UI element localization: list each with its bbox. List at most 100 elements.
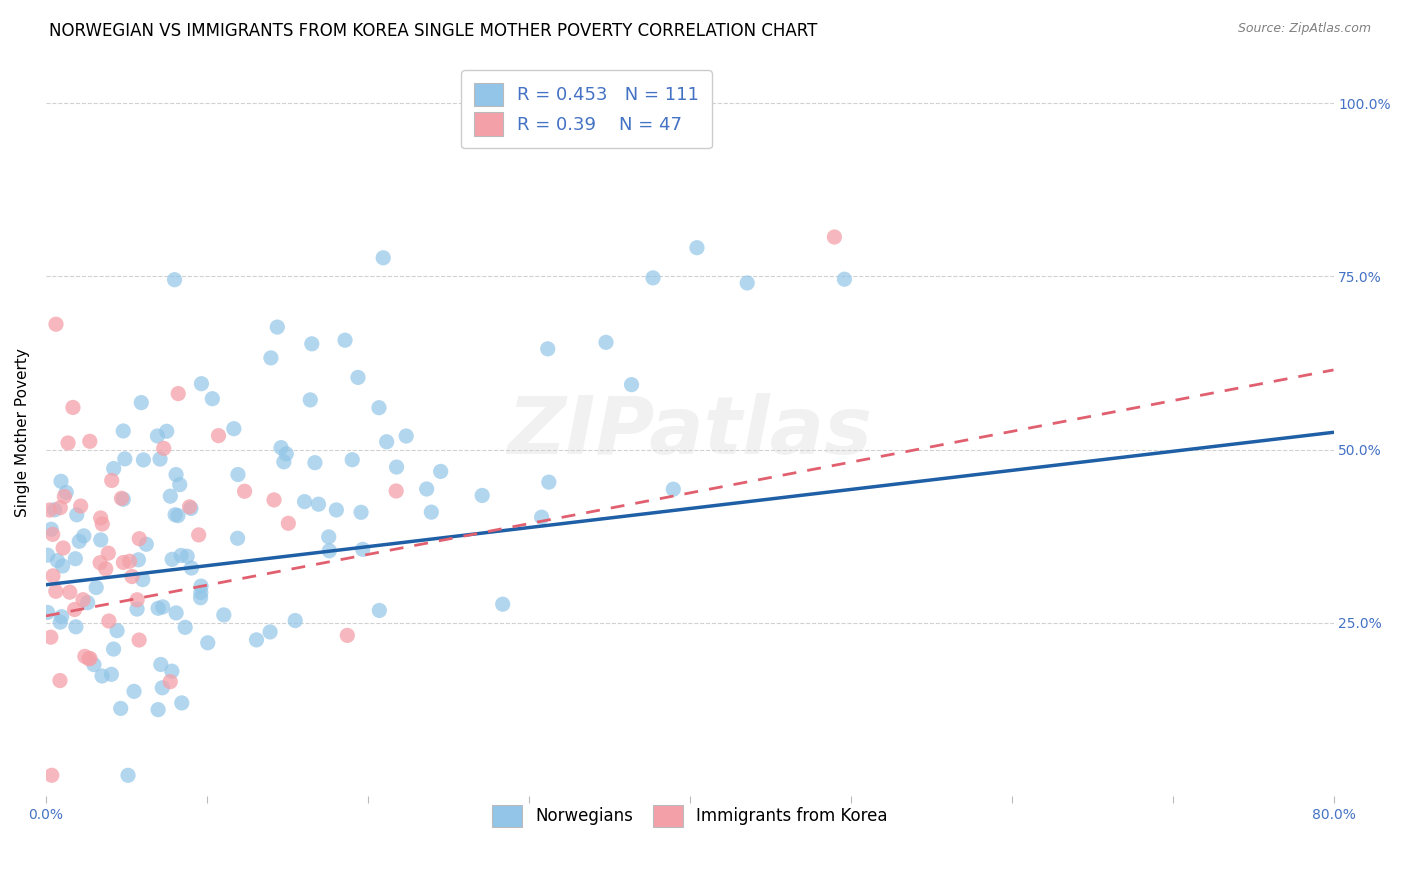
Text: NORWEGIAN VS IMMIGRANTS FROM KOREA SINGLE MOTHER POVERTY CORRELATION CHART: NORWEGIAN VS IMMIGRANTS FROM KOREA SINGL… — [49, 22, 817, 40]
Point — [90, 533, 112, 547]
Y-axis label: Single Mother Poverty: Single Mother Poverty — [15, 348, 30, 516]
Point — [294, 494, 316, 508]
Point — [150, 681, 173, 695]
Point — [110, 491, 132, 506]
Point — [67, 534, 90, 549]
Point — [37, 606, 59, 620]
Point — [77, 652, 100, 666]
Point — [273, 455, 295, 469]
Point — [318, 544, 340, 558]
Point — [42, 569, 65, 583]
Point — [429, 465, 451, 479]
Point — [121, 569, 143, 583]
Point — [91, 669, 114, 683]
Point — [135, 537, 157, 551]
Point — [169, 477, 191, 491]
Point — [415, 482, 437, 496]
Point — [530, 510, 553, 524]
Point — [342, 452, 364, 467]
Point — [375, 434, 398, 449]
Point — [336, 628, 359, 642]
Point — [333, 333, 356, 347]
Point — [163, 273, 186, 287]
Point — [352, 542, 374, 557]
Point — [129, 395, 152, 409]
Point — [368, 603, 391, 617]
Point — [207, 428, 229, 442]
Point — [167, 386, 190, 401]
Point — [128, 633, 150, 648]
Point — [49, 673, 72, 688]
Point — [132, 573, 155, 587]
Point — [263, 492, 285, 507]
Point — [125, 602, 148, 616]
Point — [122, 684, 145, 698]
Point — [114, 451, 136, 466]
Point — [49, 475, 72, 489]
Point — [105, 624, 128, 638]
Point — [45, 317, 67, 331]
Legend: Norwegians, Immigrants from Korea: Norwegians, Immigrants from Korea — [484, 797, 896, 835]
Point — [69, 499, 91, 513]
Point — [127, 592, 149, 607]
Point — [55, 485, 77, 500]
Point — [233, 484, 256, 499]
Point — [152, 599, 174, 614]
Point — [160, 664, 183, 678]
Point — [368, 401, 391, 415]
Point — [146, 703, 169, 717]
Point — [117, 768, 139, 782]
Point — [90, 511, 112, 525]
Point — [420, 505, 443, 519]
Point — [84, 581, 107, 595]
Point — [46, 554, 69, 568]
Point — [149, 452, 172, 467]
Point — [156, 425, 179, 439]
Point — [59, 585, 82, 599]
Point — [62, 401, 84, 415]
Point — [180, 501, 202, 516]
Point — [73, 649, 96, 664]
Point — [103, 642, 125, 657]
Point — [190, 591, 212, 605]
Point — [72, 592, 94, 607]
Point — [662, 482, 685, 496]
Point — [146, 429, 169, 443]
Point — [190, 585, 212, 599]
Point — [110, 701, 132, 715]
Point — [347, 370, 370, 384]
Point — [66, 508, 89, 522]
Point — [83, 657, 105, 672]
Point — [79, 651, 101, 665]
Point — [325, 503, 347, 517]
Point — [118, 554, 141, 568]
Point — [65, 620, 87, 634]
Point — [56, 436, 79, 450]
Point — [537, 475, 560, 490]
Point — [165, 467, 187, 482]
Point — [76, 596, 98, 610]
Point — [170, 549, 193, 563]
Point — [179, 500, 201, 514]
Point — [45, 584, 67, 599]
Point — [834, 272, 856, 286]
Point — [276, 447, 298, 461]
Point — [270, 441, 292, 455]
Point — [170, 696, 193, 710]
Point — [686, 241, 709, 255]
Point — [492, 597, 515, 611]
Point — [160, 552, 183, 566]
Point — [201, 392, 224, 406]
Point — [132, 453, 155, 467]
Point — [277, 516, 299, 531]
Point — [350, 505, 373, 519]
Point — [100, 667, 122, 681]
Point — [103, 461, 125, 475]
Point — [89, 556, 111, 570]
Point — [284, 614, 307, 628]
Point — [65, 551, 87, 566]
Point — [79, 434, 101, 449]
Text: ZIPatlas: ZIPatlas — [508, 393, 872, 471]
Point — [197, 636, 219, 650]
Point — [159, 489, 181, 503]
